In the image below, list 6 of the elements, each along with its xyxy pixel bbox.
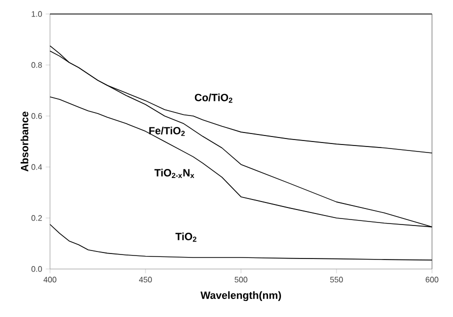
x-axis-title: Wavelength(nm) bbox=[200, 291, 281, 302]
series-label: TiO$_{2-x}$N$_{x}$ bbox=[154, 168, 194, 178]
y-axis-title: Absorbance bbox=[20, 112, 28, 172]
series-label: TiO$_{2}$ bbox=[175, 232, 196, 242]
series-label: Co/TiO$_{2}$ bbox=[194, 94, 232, 103]
series-label: Fe/TiO$_{2}$ bbox=[149, 126, 185, 136]
